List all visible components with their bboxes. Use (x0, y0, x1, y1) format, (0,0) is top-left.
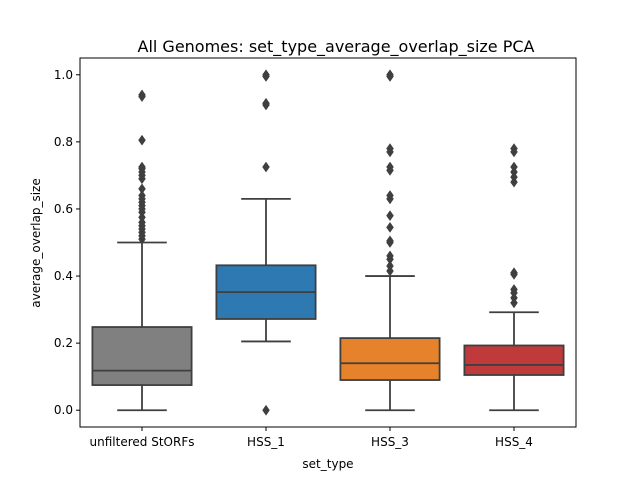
outlier-point (510, 284, 518, 295)
outlier-point (138, 134, 146, 146)
y-tick-label: 0.4 (54, 269, 73, 283)
outlier-point (386, 221, 394, 233)
outlier-point (386, 250, 394, 262)
outlier-point (262, 161, 270, 173)
plot-area: 0.0 0.2 0.4 0.6 0.8 1.0 unfiltered StORFs HSS_1… (54, 68, 565, 449)
outlier-point (386, 69, 394, 81)
outlier-point (386, 235, 394, 247)
y-tick-label: 0.2 (54, 336, 73, 350)
outlier-point (510, 143, 518, 155)
outlier-point (386, 161, 394, 173)
x-tick-label: HSS_4 (495, 435, 533, 449)
x-tick-label: HSS_1 (247, 435, 285, 449)
x-tick-label: unfiltered StORFs (90, 435, 195, 449)
y-tick-label: 1.0 (54, 68, 73, 82)
outlier-point (510, 161, 518, 173)
outlier-point (138, 89, 146, 101)
outlier-point (138, 190, 146, 201)
axes-frame (79, 57, 577, 428)
outlier-point (386, 190, 394, 201)
outlier-point (386, 260, 394, 272)
chart-title: All Genomes: set_type_average_overlap_si… (138, 37, 535, 57)
y-axis-label: average_overlap_size (29, 178, 43, 307)
box-iqr (339, 337, 441, 381)
outlier-point (138, 161, 146, 173)
x-axis-label: set_type (302, 457, 353, 471)
y-tick-label: 0.0 (54, 403, 73, 417)
box-iqr (463, 344, 565, 376)
outlier-point (262, 97, 270, 109)
y-tick-label: 0.8 (54, 135, 73, 149)
outlier-point (386, 210, 394, 222)
outlier-point (386, 143, 394, 155)
outlier-point (138, 183, 146, 195)
box-iqr (91, 326, 193, 386)
x-tick-label: HSS_3 (371, 435, 409, 449)
outlier-point (262, 69, 270, 81)
y-tick-label: 0.6 (54, 202, 73, 216)
outlier-point (262, 404, 270, 416)
outlier-point (510, 267, 518, 279)
